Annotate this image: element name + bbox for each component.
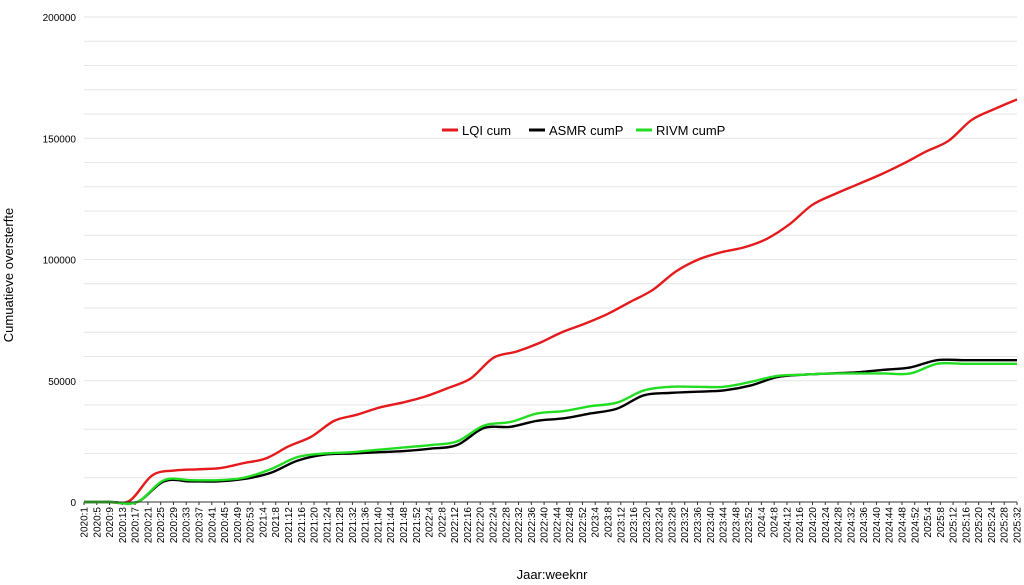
- x-tick-label: 2020:41: [207, 507, 218, 544]
- x-tick-label: 2024:4: [757, 507, 768, 538]
- x-tick-label: 2022:4: [425, 507, 436, 538]
- x-tick-label: 2024:52: [910, 507, 921, 544]
- x-tick-label: 2020:53: [246, 507, 257, 544]
- x-tick-label: 2024:36: [859, 507, 870, 544]
- legend-label-rivm: RIVM cumP: [656, 123, 725, 138]
- x-tick-label: 2023:28: [667, 507, 678, 544]
- x-tick-label: 2020:1: [80, 507, 91, 538]
- x-tick-label: 2021:8: [271, 507, 282, 538]
- x-tick-label: 2024:40: [872, 507, 883, 544]
- x-tick-label: 2022:8: [437, 507, 448, 538]
- x-tick-label: 2021:28: [335, 507, 346, 544]
- x-tick-label: 2020:17: [131, 507, 142, 544]
- x-tick-label: 2020:29: [169, 507, 180, 544]
- x-tick-label: 2020:49: [233, 507, 244, 544]
- y-tick-label: 50000: [48, 377, 76, 388]
- x-tick-label: 2020:13: [118, 507, 129, 544]
- gridlines: [84, 16, 1017, 479]
- x-tick-label: 2020:45: [220, 507, 231, 544]
- x-tick-label: 2021:52: [412, 507, 423, 544]
- x-axis-label: Jaar:weeknr: [517, 567, 588, 582]
- x-tick-label: 2020:33: [182, 507, 193, 544]
- line-rivm-cump: [84, 361, 1017, 505]
- x-tick-label: 2023:20: [642, 507, 653, 544]
- x-axis-ticks: 2020:1 2020:5 2020:9 2020:13 2020:17 2020:21 2…: [80, 502, 1024, 543]
- x-tick-label: 2024:16: [795, 507, 806, 544]
- legend-label-lqi: LQI cum: [462, 123, 511, 138]
- x-tick-label: 2023:52: [744, 507, 755, 544]
- x-tick-label: 2023:40: [706, 507, 717, 544]
- y-tick-label: 150000: [43, 134, 77, 145]
- legend-label-asmr: ASMR cumP: [549, 123, 623, 138]
- x-tick-label: 2025:20: [974, 507, 985, 544]
- x-tick-label: 2020:37: [195, 507, 206, 544]
- x-tick-label: 2021:44: [386, 507, 397, 544]
- x-tick-label: 2023:24: [655, 507, 666, 544]
- x-tick-label: 2022:20: [476, 507, 487, 544]
- x-tick-label: 2025:4: [923, 507, 934, 538]
- x-tick-label: 2020:25: [156, 507, 167, 544]
- x-tick-label: 2022:24: [488, 507, 499, 544]
- x-tick-label: 2024:28: [834, 507, 845, 544]
- y-tick-label: 200000: [43, 13, 77, 24]
- y-axis-label: Cumuatieve oversterfte: [1, 208, 16, 342]
- x-tick-label: 2023:44: [719, 507, 730, 544]
- x-tick-label: 2021:32: [348, 507, 359, 544]
- x-tick-label: 2022:32: [514, 507, 525, 544]
- y-tick-label: 100000: [43, 256, 77, 267]
- legend: LQI cum ASMR cumP RIVM cumP: [442, 123, 725, 138]
- x-tick-label: 2021:48: [399, 507, 410, 544]
- x-tick-label: 2024:8: [770, 507, 781, 538]
- x-tick-label: 2025:8: [936, 507, 947, 538]
- x-tick-label: 2024:24: [821, 507, 832, 544]
- x-tick-label: 2021:12: [284, 507, 295, 544]
- x-tick-label: 2022:36: [527, 507, 538, 544]
- x-tick-label: 2024:12: [782, 507, 793, 544]
- x-tick-label: 2025:12: [949, 507, 960, 544]
- x-tick-label: 2023:12: [616, 507, 627, 544]
- x-tick-label: 2024:44: [885, 507, 896, 544]
- x-tick-label: 2024:48: [897, 507, 908, 544]
- x-tick-label: 2021:24: [322, 507, 333, 544]
- x-tick-label: 2021:36: [361, 507, 372, 544]
- x-tick-label: 2023:32: [680, 507, 691, 544]
- x-tick-label: 2022:44: [552, 507, 563, 544]
- x-tick-label: 2023:4: [591, 507, 602, 538]
- line-lqi-cum: [83, 98, 1018, 505]
- x-tick-label: 2025:28: [1000, 507, 1011, 544]
- x-tick-label: 2022:12: [450, 507, 461, 544]
- y-tick-label: 0: [70, 498, 76, 509]
- x-tick-label: 2025:32: [1013, 507, 1024, 544]
- x-tick-label: 2021:4: [258, 507, 269, 538]
- x-tick-label: 2024:20: [808, 507, 819, 544]
- x-tick-label: 2023:8: [604, 507, 615, 538]
- x-tick-label: 2020:9: [105, 507, 116, 538]
- x-tick-label: 2020:21: [143, 507, 154, 544]
- x-tick-label: 2020:5: [92, 507, 103, 538]
- x-tick-label: 2022:16: [463, 507, 474, 544]
- x-tick-label: 2022:40: [540, 507, 551, 544]
- x-tick-label: 2022:48: [565, 507, 576, 544]
- x-tick-label: 2021:16: [297, 507, 308, 544]
- x-tick-label: 2025:24: [987, 507, 998, 544]
- x-tick-label: 2022:28: [501, 507, 512, 544]
- x-tick-label: 2023:36: [693, 507, 704, 544]
- x-tick-label: 2023:48: [731, 507, 742, 544]
- y-axis-ticks: 0 50000 100000 150000 200000: [43, 13, 77, 509]
- x-tick-label: 2025:16: [961, 507, 972, 544]
- x-tick-label: 2021:40: [373, 507, 384, 544]
- x-tick-label: 2022:52: [578, 507, 589, 544]
- x-tick-label: 2023:16: [629, 507, 640, 544]
- series-lines: [83, 98, 1018, 505]
- x-tick-label: 2021:20: [310, 507, 321, 544]
- x-tick-label: 2024:32: [846, 507, 857, 544]
